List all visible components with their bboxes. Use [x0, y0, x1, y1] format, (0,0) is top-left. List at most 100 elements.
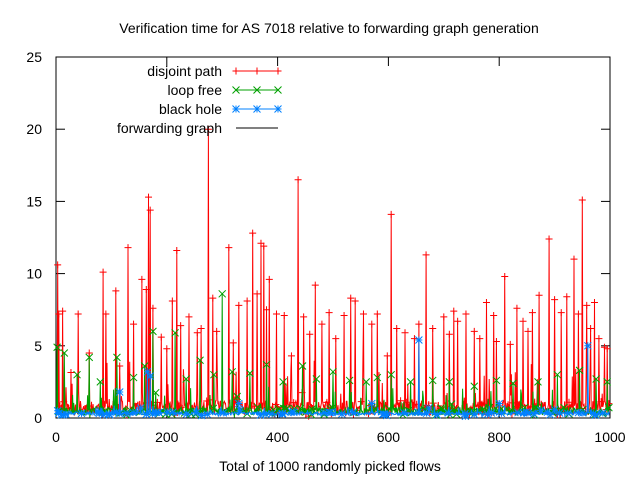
peak-point: [445, 378, 454, 386]
peak-point: [524, 327, 532, 335]
data-point: [296, 404, 305, 413]
data-point: [564, 409, 572, 418]
peak-point: [347, 294, 355, 302]
peak-point: [249, 229, 257, 237]
x-tick-label: 800: [488, 429, 512, 445]
data-point: [497, 409, 506, 418]
data-point: [460, 409, 469, 418]
data-point: [591, 411, 600, 419]
peak-point: [590, 298, 598, 306]
data-point: [236, 406, 244, 415]
data-point: [67, 369, 75, 377]
data-point: [203, 397, 211, 405]
peak-point: [383, 352, 391, 360]
data-point: [142, 410, 151, 419]
peak-point: [272, 310, 280, 318]
peak-point: [387, 370, 396, 379]
peak-point: [54, 261, 62, 269]
data-point: [380, 410, 388, 418]
peak-point: [85, 353, 94, 362]
peak-point: [279, 378, 287, 386]
data-point: [536, 406, 545, 415]
peak-point: [210, 370, 218, 379]
peak-point: [311, 281, 319, 289]
series-layer: [53, 125, 613, 421]
peak-point: [163, 345, 171, 353]
peak-point: [373, 310, 381, 318]
peak-point: [501, 272, 509, 280]
x-tick-label: 1000: [594, 429, 625, 445]
data-point: [461, 412, 470, 421]
data-point: [203, 410, 212, 419]
data-point: [192, 409, 201, 417]
y-tick-label: 10: [26, 266, 42, 282]
peak-point: [213, 327, 221, 335]
peak-point: [506, 340, 514, 348]
data-point: [349, 408, 357, 417]
peak-point: [575, 366, 584, 375]
peak-point: [495, 399, 504, 408]
peak-point: [583, 341, 592, 350]
data-point: [579, 405, 587, 414]
peak-point: [149, 327, 157, 336]
peak-point: [387, 210, 395, 218]
data-point: [95, 409, 104, 418]
peak-point: [325, 309, 333, 317]
data-point: [560, 403, 568, 412]
peak-point: [603, 345, 611, 353]
legend-label: disjoint path: [147, 63, 222, 79]
legend-marker: [253, 86, 261, 94]
data-point: [77, 409, 86, 418]
peak-point: [445, 330, 453, 338]
x-tick-label: 400: [266, 429, 290, 445]
legend-marker: [232, 86, 240, 94]
data-point: [414, 408, 423, 417]
data-point: [219, 408, 228, 417]
peak-point: [519, 317, 527, 325]
peak-point: [265, 275, 273, 283]
data-point: [487, 409, 496, 417]
peak-point: [171, 328, 179, 337]
peak-point: [306, 330, 314, 338]
data-point: [262, 410, 270, 419]
peak-point: [362, 378, 371, 386]
series-black-hole: [53, 336, 610, 421]
peak-point: [415, 320, 423, 328]
x-tick-label: 600: [377, 429, 401, 445]
legend-item: loop free: [168, 82, 282, 98]
peak-point: [113, 353, 121, 362]
legend-item: disjoint path: [147, 63, 282, 79]
peak-point: [551, 296, 559, 304]
peak-point: [454, 317, 462, 325]
peak-point: [74, 310, 82, 318]
peak-point: [329, 367, 337, 376]
y-tick-label: 0: [34, 410, 42, 426]
peak-point: [262, 360, 271, 369]
peak-point: [470, 327, 478, 335]
peak-point: [332, 335, 340, 343]
peak-point: [535, 291, 543, 299]
peak-point: [112, 287, 120, 295]
legend-marker: [274, 67, 282, 75]
peak-point: [260, 242, 268, 250]
data-point: [338, 410, 346, 418]
data-point: [123, 409, 131, 418]
legend-label: loop free: [168, 82, 223, 98]
y-tick-label: 5: [34, 338, 42, 354]
peak-point: [185, 313, 193, 321]
x-tick-label: 200: [155, 429, 179, 445]
peak-point: [196, 356, 204, 365]
peak-point: [53, 343, 61, 352]
data-point: [433, 410, 442, 419]
legend-marker: [253, 67, 261, 75]
data-point: [483, 400, 491, 408]
data-point: [197, 411, 206, 420]
peak-point: [492, 337, 500, 345]
data-point: [483, 410, 492, 419]
peak-point: [534, 378, 542, 386]
data-point: [597, 398, 605, 406]
peak-point: [428, 376, 437, 385]
peak-point: [60, 349, 69, 357]
